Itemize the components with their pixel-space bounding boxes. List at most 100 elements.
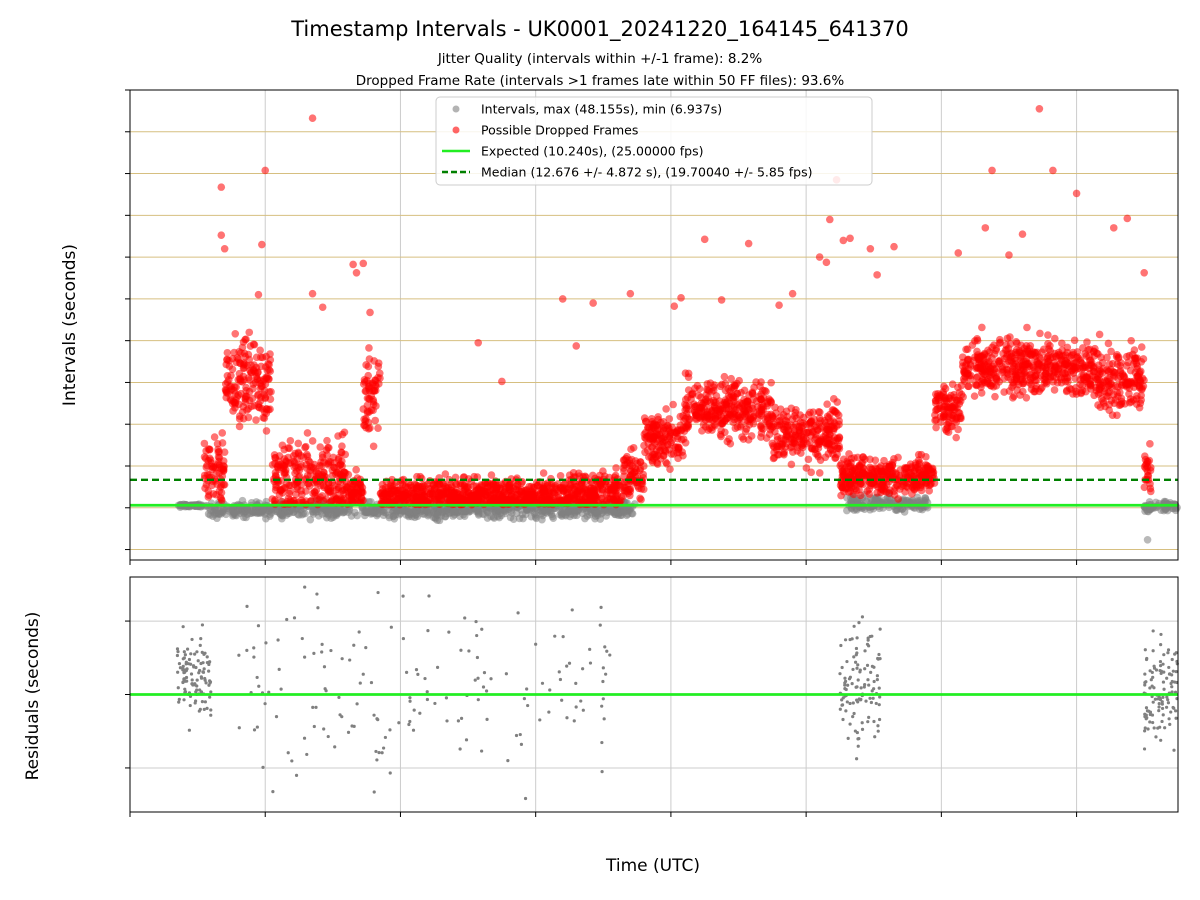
dropped-point — [799, 413, 808, 422]
dropped-point — [228, 365, 237, 374]
residual-point — [871, 696, 875, 700]
dropped-outlier-point — [352, 268, 361, 277]
dropped-point — [982, 358, 990, 367]
residual-point — [553, 634, 557, 638]
dropped-point — [797, 435, 806, 443]
dropped-point — [276, 463, 285, 472]
residual-point — [855, 757, 859, 761]
residual-point — [1143, 726, 1147, 730]
dropped-point — [1104, 377, 1113, 386]
residual-point — [1162, 687, 1166, 691]
dropped-point — [901, 488, 909, 496]
dropped-outlier-point — [677, 294, 685, 302]
residual-point — [548, 688, 552, 692]
dropped-point — [398, 491, 406, 500]
residual-point — [209, 713, 213, 717]
dropped-outlier-point — [217, 231, 226, 239]
residual-point — [177, 662, 182, 666]
chart-subtitle-jitter: Jitter Quality (intervals within +/-1 fr… — [437, 51, 763, 67]
residual-point — [255, 675, 259, 680]
residual-point — [878, 627, 882, 631]
dropped-outlier-point — [890, 242, 898, 251]
residual-point — [183, 679, 188, 683]
dropped-point — [352, 466, 360, 474]
residual-point — [519, 742, 524, 746]
interval-point — [860, 505, 869, 514]
residual-point — [205, 706, 209, 711]
residual-point — [322, 727, 326, 731]
residual-point — [411, 728, 416, 732]
interval-point — [548, 512, 557, 521]
residual-point — [200, 623, 205, 627]
dropped-point — [1017, 372, 1026, 380]
residual-point — [869, 700, 873, 705]
dropped-point — [827, 422, 836, 431]
residual-point — [323, 687, 327, 691]
residual-point — [557, 670, 561, 674]
dropped-point — [955, 400, 964, 408]
dropped-outlier-point — [873, 271, 881, 279]
dropped-point — [620, 467, 628, 475]
dropped-point — [948, 380, 957, 388]
residual-point — [1148, 712, 1152, 717]
residual-point — [516, 611, 520, 615]
residual-point — [872, 665, 876, 669]
residual-point — [506, 759, 510, 763]
residual-point — [474, 619, 478, 624]
dropped-point — [245, 328, 254, 337]
residual-point — [183, 690, 188, 694]
dropped-point — [365, 344, 373, 352]
dropped-point — [1062, 387, 1071, 396]
dropped-point — [204, 493, 213, 501]
residual-point — [538, 718, 542, 722]
residual-point — [256, 624, 261, 628]
residual-point — [874, 701, 878, 706]
residual-point — [574, 681, 578, 685]
residual-point — [572, 719, 576, 723]
dropped-point — [257, 353, 265, 362]
residual-point — [190, 637, 194, 642]
residual-point — [838, 672, 842, 676]
dropped-point — [1104, 339, 1113, 348]
dropped-point — [448, 496, 456, 504]
residual-point — [276, 638, 280, 642]
dropped-outlier-point — [954, 249, 963, 257]
residual-point — [560, 698, 564, 702]
residual-point — [425, 690, 429, 694]
dropped-point — [1133, 362, 1142, 370]
dropped-outlier-point — [318, 303, 327, 312]
residual-point — [207, 660, 211, 664]
residual-point — [1152, 726, 1156, 730]
residual-point — [848, 701, 852, 706]
dropped-point — [787, 460, 796, 469]
residual-point — [473, 678, 477, 682]
residual-point — [581, 667, 585, 671]
dropped-point — [490, 494, 499, 503]
dropped-point — [659, 426, 668, 435]
dropped-point — [977, 389, 986, 397]
interval-point — [437, 512, 445, 520]
residual-point — [841, 717, 845, 722]
dropped-point — [816, 456, 825, 464]
dropped-point — [724, 384, 733, 393]
dropped-point — [734, 411, 743, 419]
dropped-point — [587, 486, 595, 495]
dropped-point — [236, 375, 244, 384]
residual-point — [547, 710, 551, 714]
dropped-point — [338, 457, 346, 465]
dropped-point — [711, 406, 719, 415]
residual-point — [372, 713, 376, 717]
dropped-outlier-point — [558, 295, 567, 303]
residual-point — [1154, 735, 1158, 739]
residual-point — [504, 672, 508, 676]
residual-point — [337, 695, 341, 700]
residual-point — [1161, 680, 1166, 684]
dropped-outlier-point — [1035, 105, 1044, 113]
dropped-point — [845, 450, 853, 458]
dropped-point — [308, 437, 317, 445]
residual-point — [518, 732, 522, 737]
residual-point — [579, 699, 583, 703]
dropped-point — [380, 489, 389, 498]
interval-point — [306, 515, 315, 524]
residual-point — [193, 699, 198, 703]
